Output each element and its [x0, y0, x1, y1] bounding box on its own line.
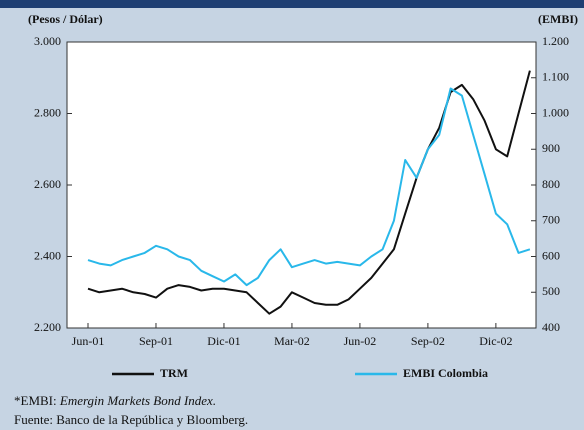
source: Fuente: Banco de la República y Bloomber…: [14, 412, 248, 427]
y2-tick-label: 700: [542, 213, 560, 227]
y2-tick-label: 800: [542, 177, 560, 191]
y2-tick-label: 600: [542, 248, 560, 262]
y2-tick-label: 900: [542, 141, 560, 155]
footnote-prefix: *EMBI:: [14, 393, 60, 408]
x-tick-label: Mar-02: [274, 334, 310, 348]
y2-tick-label: 1.100: [542, 70, 569, 84]
x-tick-label: Jun-02: [344, 334, 377, 348]
y-tick-label: 2.200: [34, 320, 61, 334]
legend-label: TRM: [160, 366, 188, 380]
y2-tick-label: 400: [542, 320, 560, 334]
x-tick-label: Sep-01: [139, 334, 173, 348]
x-tick-label: Dic-02: [479, 334, 512, 348]
y2-tick-label: 1.000: [542, 105, 569, 119]
y-tick-label: 3.000: [34, 34, 61, 48]
y2-tick-label: 500: [542, 284, 560, 298]
y-tick-label: 2.600: [34, 177, 61, 191]
series-line: [87, 87, 531, 287]
y-axis-label: (Pesos / Dólar): [28, 12, 103, 26]
y2-tick-label: 1.200: [542, 34, 569, 48]
y-tick-label: 2.400: [34, 248, 61, 262]
footnote-italic: Emergin Markets Bond Index.: [59, 393, 216, 408]
y-tick-label: 2.800: [34, 105, 61, 119]
x-tick-label: Jun-01: [72, 334, 105, 348]
series-line: [87, 70, 531, 315]
plot-area: [66, 41, 537, 329]
x-tick-label: Sep-02: [411, 334, 445, 348]
footnote: *EMBI: Emergin Markets Bond Index.: [14, 393, 216, 408]
y2-axis-label: (EMBI): [538, 12, 578, 26]
x-tick-label: Dic-01: [207, 334, 240, 348]
top-bar: [0, 0, 584, 8]
legend-label: EMBI Colombia: [403, 366, 488, 380]
